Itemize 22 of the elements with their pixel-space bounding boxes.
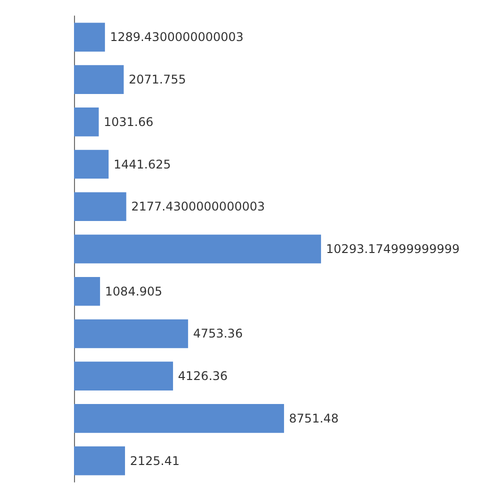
bar [74, 150, 109, 179]
data-label: 4753.36 [193, 326, 243, 341]
bar [74, 319, 188, 348]
data-label: 1441.625 [114, 157, 171, 172]
data-label: 1031.66 [104, 114, 154, 129]
bar [74, 234, 322, 264]
data-label: 2177.4300000000003 [131, 200, 265, 214]
data-label: 8751.48 [289, 411, 339, 426]
bar [74, 404, 284, 433]
bar [74, 65, 124, 94]
bar [74, 108, 99, 136]
bar [74, 276, 100, 306]
data-label: 10293.174999999999 [326, 242, 460, 256]
data-label: 1084.905 [105, 284, 162, 298]
bar [74, 22, 105, 52]
data-label: 4126.36 [178, 369, 228, 384]
bar [74, 192, 126, 222]
data-label: 2125.41 [130, 454, 180, 468]
data-label: 1289.4300000000003 [110, 30, 244, 44]
data-label: 2071.755 [128, 72, 186, 87]
bar [74, 362, 174, 390]
bar [74, 446, 126, 476]
